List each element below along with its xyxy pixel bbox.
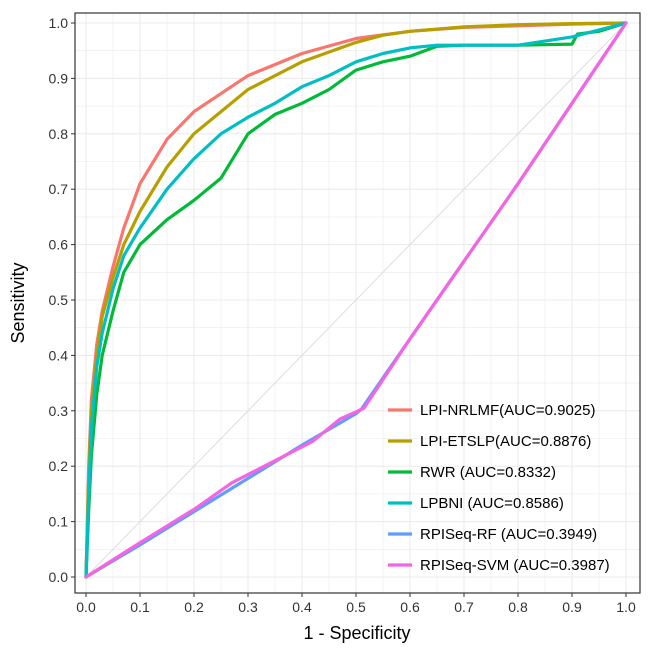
y-tick-label: 0.9 (49, 70, 69, 86)
y-tick-label: 0.6 (49, 237, 69, 253)
x-axis: 0.0 0.1 0.2 0.3 0.4 0.5 0.6 0.7 0.8 0.9 1.0 (76, 593, 636, 615)
y-tick-label: 0.5 (49, 292, 69, 308)
legend-label-2: RWR (AUC=0.8332) (420, 464, 556, 481)
x-tick-label: 0.8 (508, 599, 528, 615)
x-tick-label: 0.0 (76, 599, 96, 615)
y-tick-label: 0.0 (49, 569, 69, 585)
x-axis-title: 1 - Specificity (303, 623, 410, 643)
reference-line (85, 22, 627, 578)
y-tick-label: 1.0 (49, 15, 69, 31)
x-tick-label: 0.6 (400, 599, 420, 615)
legend-label-3: LPBNI (AUC=0.8586) (420, 495, 564, 512)
y-tick-label: 0.2 (49, 458, 69, 474)
legend-label-4: RPISeq-RF (AUC=0.3949) (420, 526, 597, 543)
y-axis: 0.0 0.1 0.2 0.3 0.4 0.5 0.6 0.7 0.8 0.9 1.0 (49, 15, 75, 585)
y-tick-label: 0.1 (49, 514, 69, 530)
legend-label-5: RPISeq-SVM (AUC=0.3987) (420, 557, 610, 574)
reference-diagonal (85, 22, 627, 578)
legend: LPI-NRLMF(AUC=0.9025) LPI-ETSLP(AUC=0.887… (388, 402, 610, 574)
y-axis-title: Sensitivity (8, 262, 28, 343)
series-line-5 (84, 21, 628, 579)
x-tick-label: 0.3 (238, 599, 258, 615)
legend-label-0: LPI-NRLMF(AUC=0.9025) (420, 402, 595, 419)
x-tick-label: 0.9 (562, 599, 582, 615)
x-tick-label: 0.2 (184, 599, 204, 615)
y-tick-label: 0.7 (49, 181, 69, 197)
y-tick-label: 0.4 (49, 347, 69, 363)
x-tick-label: 0.4 (292, 599, 312, 615)
y-tick-label: 0.3 (49, 403, 69, 419)
plot-border (74, 12, 641, 594)
legend-label-1: LPI-ETSLP(AUC=0.8876) (420, 433, 591, 450)
x-tick-label: 1.0 (616, 599, 636, 615)
x-tick-label: 0.5 (346, 599, 366, 615)
series-group (84, 21, 628, 579)
plot-panel (75, 13, 640, 593)
x-tick-label: 0.1 (130, 599, 150, 615)
x-tick-label: 0.7 (454, 599, 474, 615)
series-line-3 (84, 21, 628, 579)
series-line-1 (84, 21, 628, 579)
y-tick-label: 0.8 (49, 126, 69, 142)
